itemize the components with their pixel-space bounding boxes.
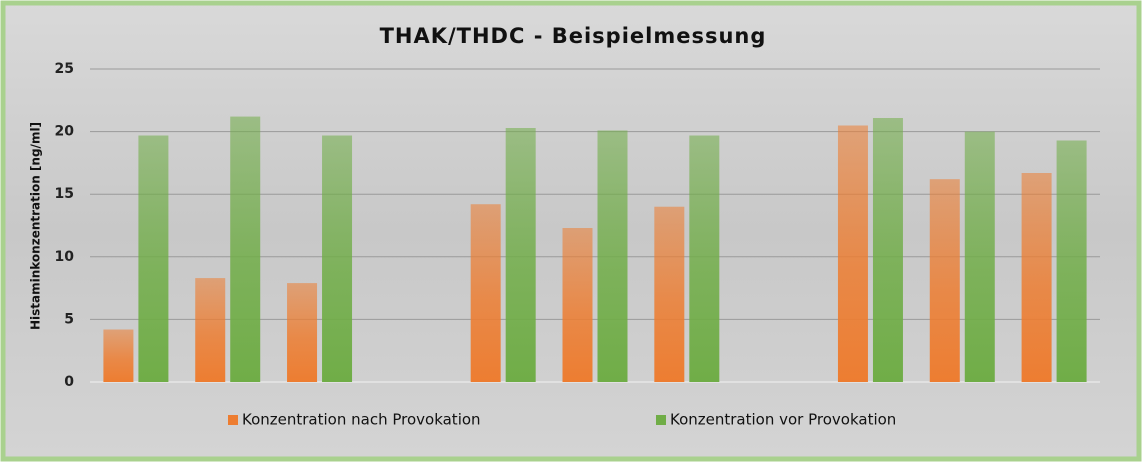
bar [872, 117, 903, 382]
bar [230, 116, 261, 383]
y-tick-label: 15 [55, 186, 74, 202]
legend-swatch [228, 415, 238, 425]
y-axis-label: Histaminkonzentration [ng/ml] [29, 122, 43, 330]
bar [195, 278, 226, 382]
bar [287, 283, 318, 382]
bar [837, 125, 868, 382]
bar [322, 135, 353, 382]
bar [470, 204, 501, 382]
bar [1056, 140, 1087, 382]
bar [103, 329, 134, 382]
bar [1021, 172, 1052, 382]
bar [964, 131, 995, 382]
bar [929, 179, 960, 382]
chart-title: THAK/THDC - Beispielmessung [380, 24, 767, 48]
bar [597, 130, 628, 382]
legend-label: Konzentration vor Provokation [670, 411, 896, 429]
y-tick-label: 25 [55, 61, 74, 77]
legend-label: Konzentration nach Provokation [242, 411, 481, 429]
bar [138, 135, 169, 382]
bar [562, 228, 593, 382]
bar [505, 127, 536, 383]
legend-swatch [656, 415, 666, 425]
y-tick-label: 20 [55, 124, 75, 140]
bar [654, 206, 685, 382]
y-tick-label: 5 [64, 311, 74, 327]
y-tick-label: 0 [64, 374, 74, 390]
y-tick-label: 10 [55, 249, 75, 265]
bar [689, 135, 720, 382]
